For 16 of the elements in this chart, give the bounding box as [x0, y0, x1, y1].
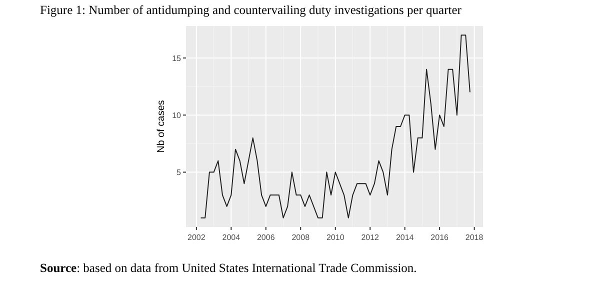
x-tick-label: 2002 — [188, 233, 206, 242]
y-axis-title: Nb of cases — [156, 100, 167, 153]
chart-title: Figure 1: Number of antidumping and countervailing duty investigations per quarter — [40, 3, 462, 17]
x-tick-label: 2004 — [222, 233, 241, 242]
y-tick-label: 5 — [176, 168, 182, 178]
x-tick-label: 2006 — [256, 233, 276, 242]
x-tick-label: 2014 — [396, 233, 414, 242]
x-tick-label: 2008 — [292, 233, 310, 242]
x-tick-label: 2010 — [326, 233, 345, 242]
x-tick-label: 2016 — [430, 233, 450, 242]
line-series — [200, 34, 470, 218]
source-note: Source: based on data from United States International Trade Commission. — [40, 261, 417, 275]
x-tick-label: 2018 — [465, 233, 484, 242]
y-tick-label: 10 — [172, 111, 182, 120]
x-tick-label: 2012 — [361, 233, 380, 242]
y-tick-label: 15 — [172, 54, 182, 63]
